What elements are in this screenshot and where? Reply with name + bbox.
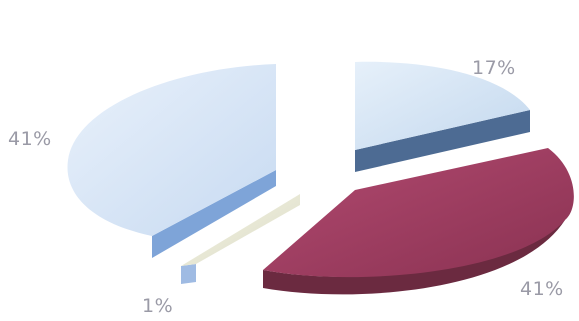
slice-top [181, 194, 300, 266]
slice-label-1: 17% [472, 57, 516, 79]
pie-slice-1 [355, 61, 530, 172]
slice-top [355, 61, 530, 150]
pie-slice-4 [67, 64, 277, 258]
slice-side [355, 110, 530, 172]
pie-slice-3 [181, 194, 300, 284]
slice-label-2: 41% [520, 278, 564, 300]
slice-top [67, 64, 277, 236]
slice-side [263, 200, 565, 295]
slice-side [152, 170, 276, 258]
slice-label-4: 41% [8, 128, 52, 150]
slice-label-3: 1% [142, 295, 173, 317]
slice-side [181, 264, 196, 284]
slice-top [263, 148, 574, 278]
pie-slice-2 [263, 148, 574, 295]
